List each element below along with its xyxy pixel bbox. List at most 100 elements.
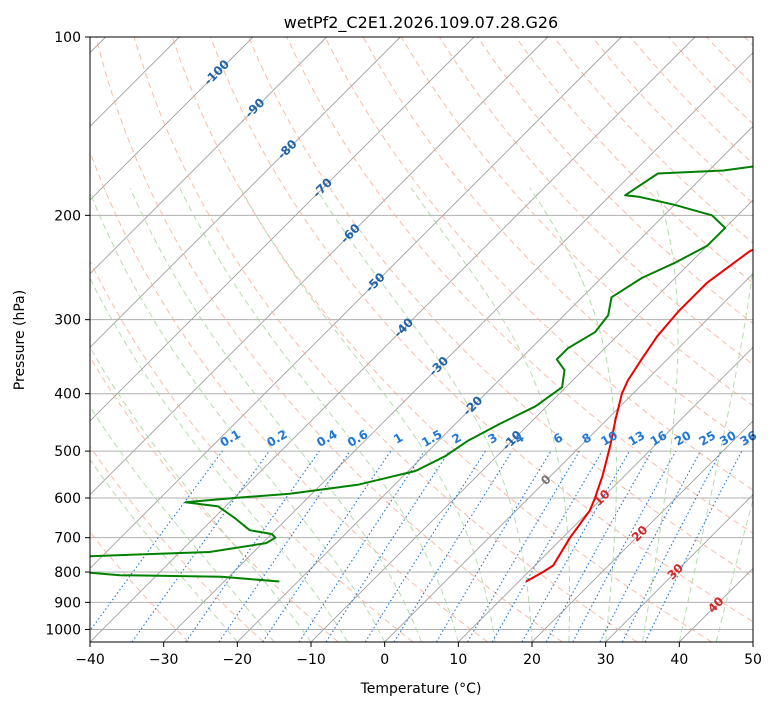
moist-adiabat-line <box>90 458 238 642</box>
y-tick-label: 700 <box>54 531 81 547</box>
moist-adiabat-line <box>715 498 753 642</box>
x-tick-label: −30 <box>149 652 179 668</box>
dry-adiabat-line <box>553 37 753 244</box>
y-tick-label: 500 <box>54 444 81 460</box>
isotherm-line <box>679 567 753 642</box>
y-tick-label: 900 <box>54 595 81 611</box>
mixing-ratio-label: 20 <box>672 428 693 448</box>
x-tick-label: 50 <box>744 652 762 668</box>
mixing-ratio-label: 8 <box>579 430 593 446</box>
dry-adiabat-line <box>324 37 753 491</box>
y-tick-label: 200 <box>54 208 81 224</box>
x-tick-label: 10 <box>449 652 467 668</box>
moist-adiabat-line <box>410 187 571 642</box>
isotherm-label: -70 <box>310 175 335 200</box>
mixing-ratio-line <box>545 450 653 642</box>
chart-title: wetPf2_C2E1.2026.109.07.28.G26 <box>284 13 558 33</box>
moist-adiabat-line <box>129 187 422 642</box>
mixing-ratio-line <box>185 450 320 642</box>
dry-adiabat-label: 30 <box>664 561 686 583</box>
dry-adiabat-label: 10 <box>591 487 613 509</box>
moist-adiabat-line <box>90 405 275 642</box>
mixing-ratio-label: 13 <box>626 428 647 448</box>
moist-adiabat-line <box>642 188 679 642</box>
label-layer: -100-90-80-70-60-50-40-30-20-10010203040… <box>201 57 759 616</box>
mixing-ratio-line <box>90 450 223 632</box>
dry-adiabat-label: 0 <box>538 472 554 488</box>
isotherm-line <box>752 641 753 642</box>
y-tick-label: 100 <box>54 30 81 46</box>
dry-adiabat-line <box>95 37 563 642</box>
isotherm-label: -90 <box>242 95 267 120</box>
isotherm-line <box>90 37 254 201</box>
isotherm-line <box>90 37 622 569</box>
isotherm-line <box>90 37 401 348</box>
mixing-ratio-line <box>393 450 513 642</box>
dry-adiabat-line <box>171 37 712 642</box>
dry-adiabat-line <box>286 37 753 534</box>
mixing-ratio-line <box>572 450 677 642</box>
mixing-ratio-line <box>521 450 630 642</box>
mixing-ratio-line <box>325 450 450 642</box>
isotherm-label: -40 <box>391 315 416 340</box>
temperature-profile <box>525 248 753 583</box>
mixing-ratio-label: 16 <box>648 428 669 448</box>
mixing-ratio-line <box>599 450 701 642</box>
isotherm-line <box>384 273 753 642</box>
axis-layer: −40 −30 −20 −10 0 10 20 30 40 5010020030040050060… <box>45 30 762 668</box>
isotherm-label: -50 <box>363 270 388 295</box>
moist-adiabat-line <box>529 187 617 642</box>
mixing-ratio-line <box>467 450 580 642</box>
dry-adiabat-line <box>706 37 753 86</box>
x-tick-label: 0 <box>380 652 389 668</box>
x-tick-label: 40 <box>670 652 688 668</box>
x-axis-label: Temperature (°C) <box>360 681 482 697</box>
moist-adiabat-line <box>239 187 496 642</box>
dry-adiabat-line <box>90 445 264 642</box>
isotherm-line <box>90 37 327 275</box>
moist-adiabat-line <box>90 190 386 642</box>
mixing-ratio-line <box>131 450 270 642</box>
isotherm-line <box>90 37 548 496</box>
x-tick-label: −20 <box>223 652 253 668</box>
mixing-ratio-label: 25 <box>697 428 718 448</box>
isotherm-line <box>90 37 696 642</box>
dewpoint-profile <box>90 165 753 583</box>
isotherm-line <box>90 37 475 422</box>
mixing-ratio-label: 36 <box>738 428 759 448</box>
moist-adiabat-line <box>179 187 459 642</box>
mixing-ratio-label: 1.5 <box>419 427 444 450</box>
isotherm-line <box>237 125 753 642</box>
mixing-ratio-label: 10 <box>599 428 620 448</box>
isotherm-line <box>458 346 753 642</box>
moist-adiabat-line <box>90 277 349 642</box>
mixing-ratio-line <box>435 450 552 642</box>
mixing-ratio-label: 1 <box>391 430 405 446</box>
mixing-ratio-label: 30 <box>717 428 738 448</box>
y-tick-label: 800 <box>54 565 81 581</box>
y-tick-label: 400 <box>54 387 81 403</box>
isotherm-label: -60 <box>338 221 363 246</box>
y-tick-label: 1000 <box>45 622 81 638</box>
dry-adiabat-line <box>515 37 753 284</box>
moist-adiabat-line <box>678 264 753 642</box>
grid-layer <box>90 37 753 642</box>
x-tick-label: 20 <box>523 652 541 668</box>
y-axis-label: Pressure (hPa) <box>12 290 28 390</box>
dry-adiabat-line <box>90 259 414 642</box>
isotherm-label: -80 <box>275 137 300 162</box>
moist-adiabat-line <box>315 187 533 642</box>
isotherm-line <box>605 494 753 642</box>
isotherm-line <box>310 199 753 642</box>
dry-adiabat-line <box>90 150 488 642</box>
dry-adiabat-line <box>668 37 753 125</box>
dry-adiabat-line <box>90 356 339 642</box>
isotherm-label: -20 <box>460 393 485 418</box>
mixing-ratio-label: 0.6 <box>345 427 370 450</box>
mixing-ratio-label: 6 <box>551 430 565 446</box>
plot-frame <box>89 36 754 643</box>
mixing-ratio-line <box>298 450 425 642</box>
y-tick-label: 600 <box>54 491 81 507</box>
x-tick-label: −10 <box>296 652 326 668</box>
